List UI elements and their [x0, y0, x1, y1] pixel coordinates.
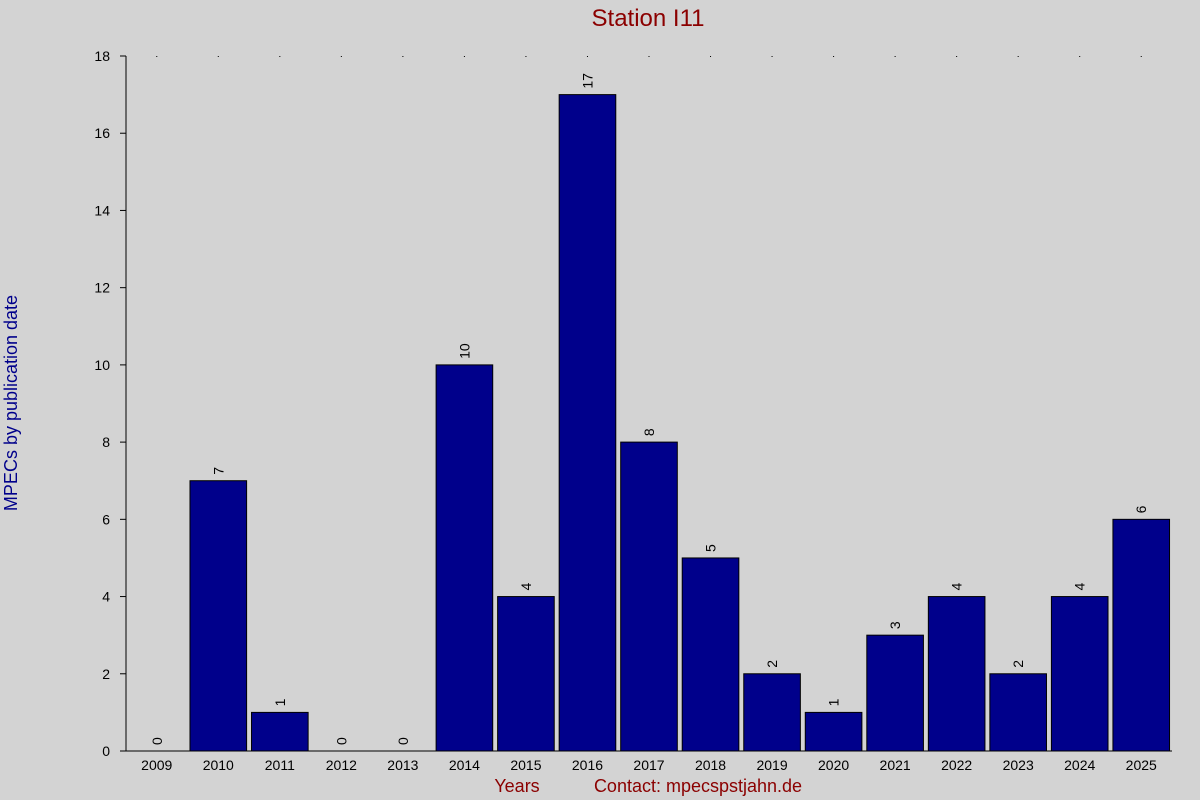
bar-2024 [1050, 596, 1109, 752]
grid-dot [894, 56, 896, 57]
x-tick-label: 2013 [387, 757, 418, 773]
data-label: 6 [1133, 505, 1149, 513]
x-tick-label: 2025 [1126, 757, 1157, 773]
data-label: 4 [949, 583, 965, 591]
grid-dot [402, 56, 404, 57]
grid-dot [710, 56, 712, 57]
contact-label: Contact: mpecspstjahn.de [594, 776, 802, 796]
x-tick-label: 2014 [449, 757, 480, 773]
bar-2020 [804, 711, 863, 752]
data-label: 2 [764, 660, 780, 668]
y-tick-label: 14 [94, 202, 110, 218]
grid-dot [279, 56, 281, 57]
data-label: 17 [579, 73, 595, 89]
x-tick-label: 2009 [141, 757, 172, 773]
grid-dot [217, 56, 219, 57]
bar-2017 [620, 441, 678, 752]
grid-dot [156, 56, 158, 57]
bar-2023 [989, 673, 1047, 752]
x-tick-label: 2020 [818, 757, 849, 773]
bar-2015 [497, 596, 555, 752]
grid-dot [525, 56, 527, 57]
y-tick-label: 18 [94, 48, 110, 64]
data-label: 0 [149, 737, 165, 745]
x-tick-label: 2023 [1003, 757, 1034, 773]
grid-dot [771, 56, 773, 57]
x-tick-label: 2010 [203, 757, 234, 773]
bar-2025 [1112, 518, 1171, 752]
bar-2010 [189, 480, 248, 752]
x-tick-label: 2024 [1064, 757, 1095, 773]
y-tick-label: 0 [102, 743, 110, 759]
x-tick-label: 2019 [756, 757, 787, 773]
y-tick-label: 8 [102, 434, 110, 450]
grid-dot [1079, 56, 1081, 57]
grid-dot [463, 56, 465, 57]
y-tick-label: 2 [102, 666, 110, 682]
data-label: 8 [641, 428, 657, 436]
data-label: 10 [456, 343, 472, 359]
grid-dot [648, 56, 650, 57]
data-label: 3 [887, 621, 903, 629]
y-tick-label: 4 [102, 589, 110, 605]
bar-2018 [681, 557, 740, 752]
bar-2022 [927, 596, 986, 752]
data-label: 1 [826, 698, 842, 706]
y-tick-label: 12 [94, 280, 110, 296]
data-label: 1 [272, 698, 288, 706]
data-label: 7 [210, 467, 226, 475]
grid-dot [1140, 56, 1142, 57]
x-tick-label: 2012 [326, 757, 357, 773]
bar-2019 [743, 673, 801, 752]
grid-dot [1017, 56, 1019, 57]
bar-2021 [866, 634, 924, 752]
data-label: 0 [333, 737, 349, 745]
data-label: 4 [1072, 583, 1088, 591]
data-label: 5 [703, 544, 719, 552]
data-label: 2 [1010, 660, 1026, 668]
y-tick-label: 6 [102, 511, 110, 527]
x-axis-label: Years [494, 776, 539, 796]
chart-title: Station I11 [592, 5, 705, 32]
x-tick-label: 2018 [695, 757, 726, 773]
x-tick-label: 2021 [880, 757, 911, 773]
x-tick-label: 2022 [941, 757, 972, 773]
bar-2011 [251, 711, 309, 752]
data-label: 0 [395, 737, 411, 745]
bar-2014 [435, 364, 494, 752]
x-tick-label: 2015 [510, 757, 541, 773]
y-tick-label: 16 [94, 125, 110, 141]
plot-area: 0246810121416182009020107201112012020130… [94, 48, 1172, 773]
grid-dot [956, 56, 958, 57]
y-tick-label: 10 [94, 357, 110, 373]
bar-2016 [558, 94, 617, 752]
x-tick-label: 2011 [265, 757, 295, 773]
grid-dot [833, 56, 835, 57]
x-tick-label: 2016 [572, 757, 603, 773]
data-label: 4 [518, 583, 534, 591]
x-tick-label: 2017 [633, 757, 664, 773]
grid-dot [586, 56, 588, 57]
grid-dot [340, 56, 342, 57]
y-axis-label: MPECs by publication date [1, 295, 21, 511]
